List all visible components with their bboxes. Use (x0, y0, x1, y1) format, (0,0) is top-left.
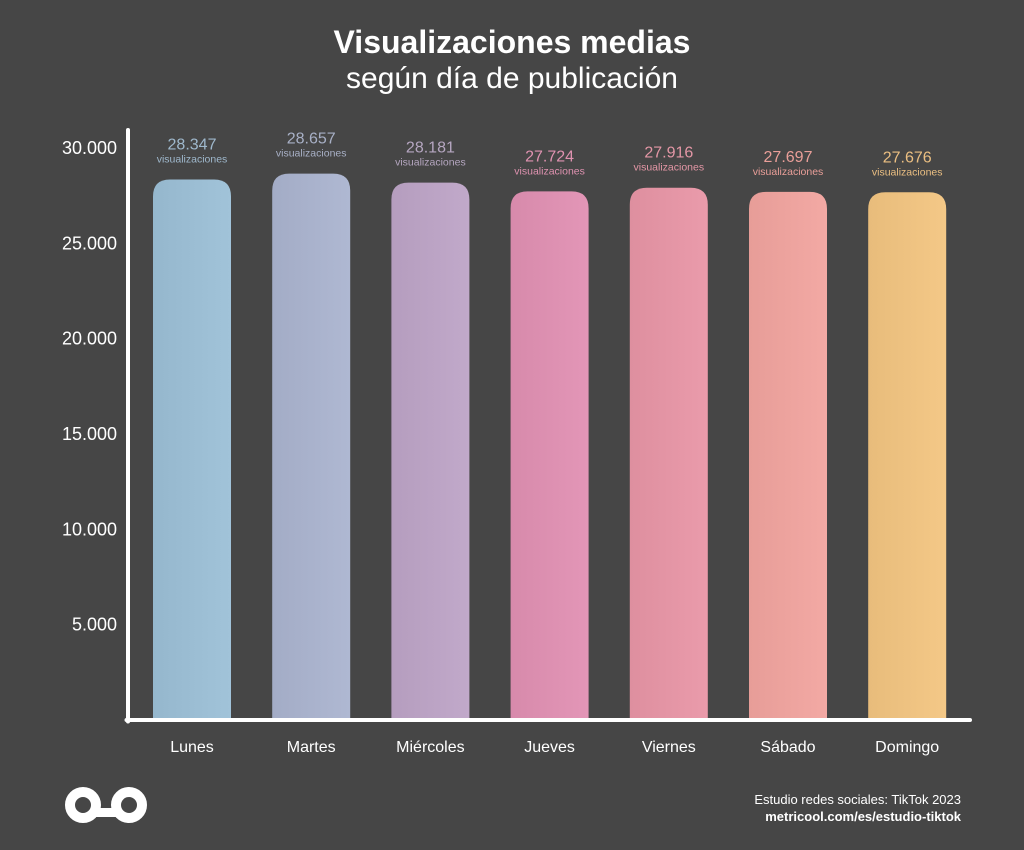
bar-sábado (749, 191, 827, 721)
value-label: 28.347 (168, 137, 217, 154)
footer-url-link[interactable]: metricool.com/es/estudio-tiktok (765, 809, 961, 824)
bar-jueves (510, 191, 589, 720)
bar-lunes (153, 179, 231, 720)
x-tick-label: Domingo (875, 739, 939, 756)
bar-miércoles (391, 182, 470, 721)
x-tick-label: Martes (287, 739, 336, 756)
x-tick-label: Miércoles (396, 739, 464, 756)
value-label: 27.916 (644, 145, 693, 162)
y-tick-label: 10.000 (62, 519, 117, 539)
bar-domingo (868, 192, 947, 721)
value-label: 28.657 (287, 131, 336, 148)
value-unit-label: visualizaciones (872, 166, 943, 178)
infinity-logo-icon (65, 787, 147, 823)
value-unit-label: visualizaciones (395, 157, 466, 169)
y-ticks-layer: 5.000 10.000 15.000 20.000 25.000 30.000 (62, 138, 117, 635)
y-tick-label: 5.000 (72, 615, 117, 635)
y-tick-label: 20.000 (62, 329, 117, 349)
y-tick-label: 30.000 (62, 138, 117, 158)
footer-study-label: Estudio redes sociales: TikTok 2023 (754, 792, 961, 807)
x-tick-label: Lunes (170, 739, 214, 756)
chart-title: Visualizaciones medias (333, 24, 691, 60)
value-unit-label: visualizaciones (633, 162, 704, 174)
value-labels-layer: 28.347visualizaciones28.657visualizacion… (157, 131, 943, 179)
x-tick-label: Jueves (524, 739, 575, 756)
value-label: 27.697 (764, 149, 813, 166)
axes-layer (124, 128, 972, 724)
x-tick-label: Viernes (642, 739, 696, 756)
value-label: 27.676 (883, 149, 932, 166)
value-label: 28.181 (406, 140, 455, 157)
value-unit-label: visualizaciones (157, 154, 228, 166)
chart-subtitle: según día de publicación (346, 62, 678, 95)
value-label: 27.724 (525, 148, 574, 165)
bars-layer (153, 173, 947, 721)
y-tick-label: 25.000 (62, 233, 117, 253)
value-unit-label: visualizaciones (514, 165, 585, 177)
x-categories-layer: Lunes Martes Miércoles Jueves Viernes Sábado D… (170, 739, 939, 756)
y-tick-label: 15.000 (62, 424, 117, 444)
bar-martes (272, 173, 351, 720)
x-tick-label: Sábado (760, 739, 815, 756)
value-unit-label: visualizaciones (276, 148, 347, 160)
bar-viernes (629, 187, 708, 721)
value-unit-label: visualizaciones (753, 166, 824, 178)
